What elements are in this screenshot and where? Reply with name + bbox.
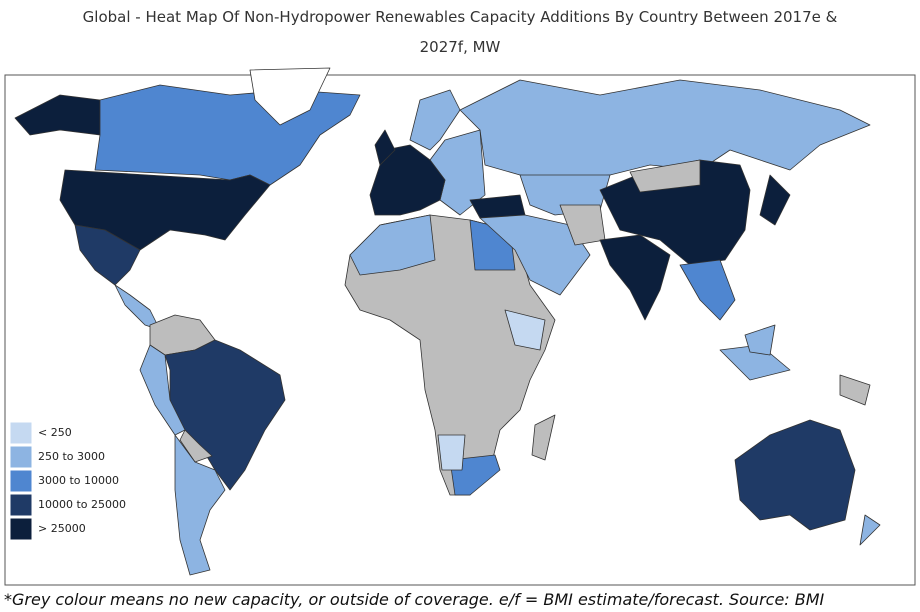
legend-swatch xyxy=(9,445,33,469)
legend-label: < 250 xyxy=(38,426,72,439)
region xyxy=(679,259,736,321)
legend-label: 3000 to 10000 xyxy=(38,474,119,487)
region xyxy=(369,144,446,216)
region xyxy=(249,67,331,126)
legend-swatch xyxy=(9,469,33,493)
legend-label: > 25000 xyxy=(38,522,86,535)
title: 2027f, MW xyxy=(420,38,501,56)
region xyxy=(734,419,856,531)
title: Global - Heat Map Of Non-Hydropower Rene… xyxy=(83,8,838,26)
legend-label: 250 to 3000 xyxy=(38,450,105,463)
region xyxy=(179,429,213,463)
region xyxy=(859,514,881,546)
region xyxy=(349,214,436,276)
legend: < 250 250 to 3000 3000 to 10000 10000 to 25… xyxy=(9,421,126,541)
region xyxy=(744,324,776,356)
world-map xyxy=(14,67,881,576)
legend-swatch xyxy=(9,493,33,517)
region xyxy=(719,344,791,381)
region xyxy=(531,414,556,461)
region xyxy=(504,309,546,351)
legend-swatch xyxy=(9,421,33,445)
region xyxy=(409,89,461,151)
region xyxy=(74,224,141,286)
region xyxy=(479,214,591,296)
region xyxy=(437,434,466,471)
legend-swatch xyxy=(9,517,33,541)
legend-label: 10000 to 25000 xyxy=(38,498,126,511)
footnote: *Grey colour means no new capacity, or o… xyxy=(4,590,825,609)
region xyxy=(839,374,871,406)
region xyxy=(759,174,791,226)
region xyxy=(629,159,701,193)
region xyxy=(174,434,226,576)
region xyxy=(374,129,396,166)
region xyxy=(139,344,186,436)
region xyxy=(599,234,671,321)
